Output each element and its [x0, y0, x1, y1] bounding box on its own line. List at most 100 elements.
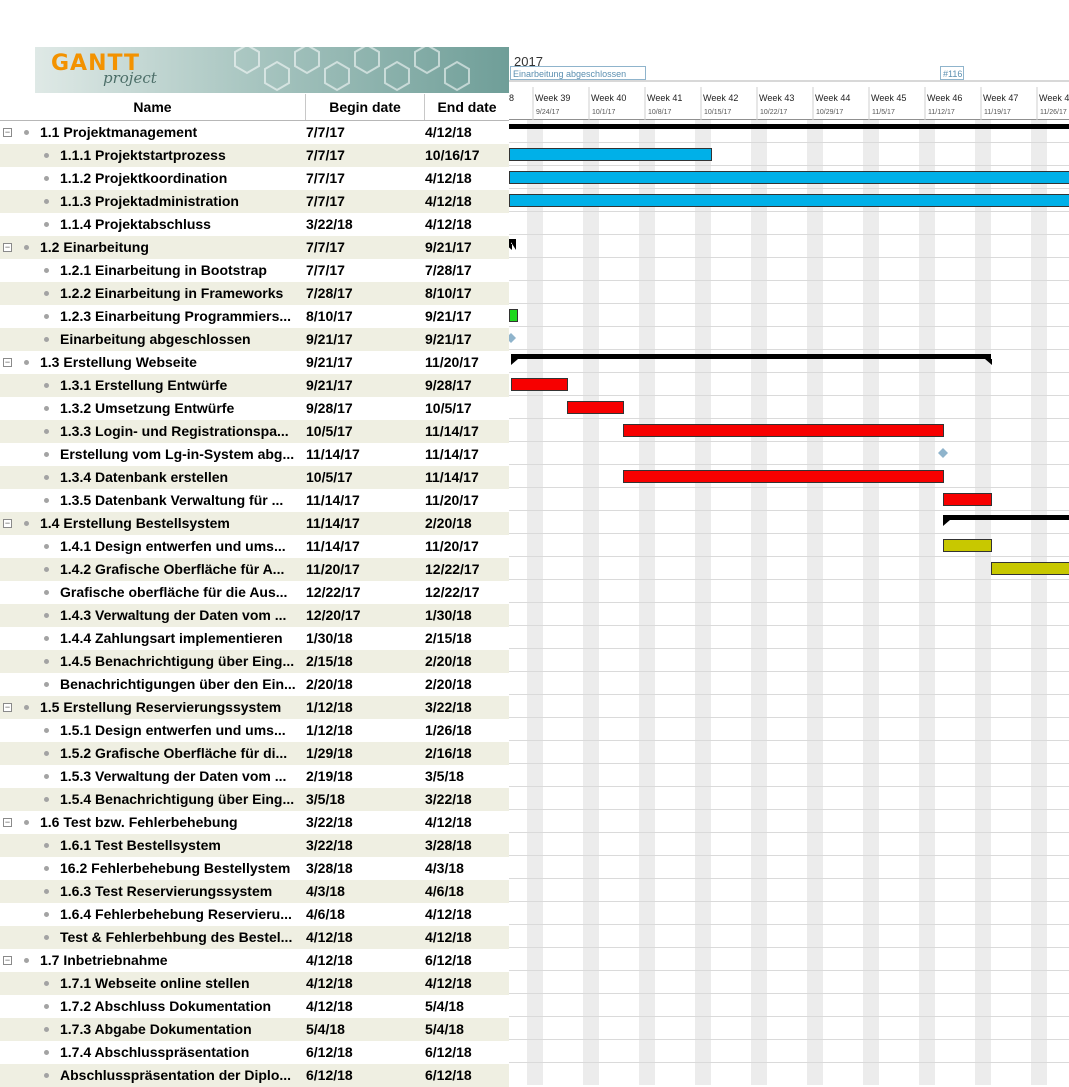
task-name-cell[interactable]: −1.4 Erstellung Bestellsystem: [0, 512, 305, 535]
task-row[interactable]: Erstellung vom Lg-in-System abg...11/14/…: [0, 443, 509, 466]
task-end-date[interactable]: 9/21/17: [425, 305, 509, 328]
task-name-cell[interactable]: 1.7.3 Abgabe Dokumentation: [0, 1018, 305, 1041]
task-end-date[interactable]: 2/20/18: [425, 512, 509, 535]
task-end-date[interactable]: 4/3/18: [425, 857, 509, 880]
task-end-date[interactable]: 4/12/18: [425, 926, 509, 949]
task-row[interactable]: Test & Fehlerbehbung des Bestel...4/12/1…: [0, 926, 509, 949]
collapse-toggle-icon[interactable]: −: [3, 128, 12, 137]
task-name-cell[interactable]: −1.7 Inbetriebnahme: [0, 949, 305, 972]
task-begin-date[interactable]: 12/22/17: [306, 581, 424, 604]
task-name-cell[interactable]: 1.4.3 Verwaltung der Daten vom ...: [0, 604, 305, 627]
task-end-date[interactable]: 8/10/17: [425, 282, 509, 305]
task-begin-date[interactable]: 6/12/18: [306, 1041, 424, 1064]
task-begin-date[interactable]: 9/21/17: [306, 374, 424, 397]
task-end-date[interactable]: 4/12/18: [425, 972, 509, 995]
task-begin-date[interactable]: 8/10/17: [306, 305, 424, 328]
task-begin-date[interactable]: 11/14/17: [306, 512, 424, 535]
task-end-date[interactable]: 3/28/18: [425, 834, 509, 857]
task-begin-date[interactable]: 11/14/17: [306, 443, 424, 466]
task-row[interactable]: 1.5.4 Benachrichtigung über Eing...3/5/1…: [0, 788, 509, 811]
column-header-end-date[interactable]: End date: [425, 94, 509, 120]
task-end-date[interactable]: 11/14/17: [425, 420, 509, 443]
task-name-cell[interactable]: 1.1.4 Projektabschluss: [0, 213, 305, 236]
task-row[interactable]: 1.5.2 Grafische Oberfläche für di...1/29…: [0, 742, 509, 765]
task-begin-date[interactable]: 3/22/18: [306, 811, 424, 834]
task-row[interactable]: 1.3.5 Datenbank Verwaltung für ...11/14/…: [0, 489, 509, 512]
task-row[interactable]: Grafische oberfläche für die Aus...12/22…: [0, 581, 509, 604]
task-name-cell[interactable]: 1.3.5 Datenbank Verwaltung für ...: [0, 489, 305, 512]
task-end-date[interactable]: 9/21/17: [425, 328, 509, 351]
task-begin-date[interactable]: 4/6/18: [306, 903, 424, 926]
task-name-cell[interactable]: 1.7.2 Abschluss Dokumentation: [0, 995, 305, 1018]
task-name-cell[interactable]: 1.7.4 Abschlusspräsentation: [0, 1041, 305, 1064]
task-end-date[interactable]: 6/12/18: [425, 1064, 509, 1087]
task-begin-date[interactable]: 4/12/18: [306, 995, 424, 1018]
task-begin-date[interactable]: 5/4/18: [306, 1018, 424, 1041]
task-end-date[interactable]: 12/22/17: [425, 581, 509, 604]
task-name-cell[interactable]: 1.3.4 Datenbank erstellen: [0, 466, 305, 489]
task-end-date[interactable]: 11/14/17: [425, 443, 509, 466]
task-name-cell[interactable]: Abschlusspräsentation der Diplo...: [0, 1064, 305, 1087]
task-end-date[interactable]: 12/22/17: [425, 558, 509, 581]
task-row[interactable]: 1.6.4 Fehlerbehebung Reservieru...4/6/18…: [0, 903, 509, 926]
collapse-toggle-icon[interactable]: −: [3, 956, 12, 965]
task-end-date[interactable]: 4/12/18: [425, 190, 509, 213]
task-name-cell[interactable]: Einarbeitung abgeschlossen: [0, 328, 305, 351]
task-begin-date[interactable]: 4/12/18: [306, 972, 424, 995]
task-end-date[interactable]: 2/15/18: [425, 627, 509, 650]
task-begin-date[interactable]: 3/28/18: [306, 857, 424, 880]
task-end-date[interactable]: 4/12/18: [425, 121, 509, 144]
task-name-cell[interactable]: 1.2.3 Einarbeitung Programmiers...: [0, 305, 305, 328]
task-name-cell[interactable]: 1.5.4 Benachrichtigung über Eing...: [0, 788, 305, 811]
task-row[interactable]: 1.3.3 Login- und Registrationspa...10/5/…: [0, 420, 509, 443]
task-name-cell[interactable]: −1.3 Erstellung Webseite: [0, 351, 305, 374]
task-end-date[interactable]: 10/5/17: [425, 397, 509, 420]
task-name-cell[interactable]: 1.7.1 Webseite online stellen: [0, 972, 305, 995]
task-begin-date[interactable]: 1/29/18: [306, 742, 424, 765]
task-row[interactable]: 1.5.1 Design entwerfen und ums...1/12/18…: [0, 719, 509, 742]
task-name-cell[interactable]: 1.1.2 Projektkoordination: [0, 167, 305, 190]
task-begin-date[interactable]: 11/14/17: [306, 489, 424, 512]
task-begin-date[interactable]: 6/12/18: [306, 1064, 424, 1087]
collapse-toggle-icon[interactable]: −: [3, 818, 12, 827]
task-begin-date[interactable]: 7/7/17: [306, 190, 424, 213]
task-begin-date[interactable]: 3/22/18: [306, 834, 424, 857]
task-name-cell[interactable]: Benachrichtigungen über den Ein...: [0, 673, 305, 696]
task-end-date[interactable]: 6/12/18: [425, 949, 509, 972]
task-name-cell[interactable]: 1.2.1 Einarbeitung in Bootstrap: [0, 259, 305, 282]
task-begin-date[interactable]: 10/5/17: [306, 420, 424, 443]
task-begin-date[interactable]: 7/7/17: [306, 144, 424, 167]
task-begin-date[interactable]: 9/28/17: [306, 397, 424, 420]
task-end-date[interactable]: 1/30/18: [425, 604, 509, 627]
task-begin-date[interactable]: 7/7/17: [306, 236, 424, 259]
collapse-toggle-icon[interactable]: −: [3, 243, 12, 252]
task-end-date[interactable]: 3/22/18: [425, 788, 509, 811]
task-name-cell[interactable]: 1.4.2 Grafische Oberfläche für A...: [0, 558, 305, 581]
task-begin-date[interactable]: 4/3/18: [306, 880, 424, 903]
task-end-date[interactable]: 2/20/18: [425, 650, 509, 673]
task-row[interactable]: Abschlusspräsentation der Diplo...6/12/1…: [0, 1064, 509, 1087]
task-end-date[interactable]: 4/6/18: [425, 880, 509, 903]
task-name-cell[interactable]: −1.5 Erstellung Reservierungssystem: [0, 696, 305, 719]
column-header-begin-date[interactable]: Begin date: [306, 94, 425, 120]
task-begin-date[interactable]: 1/12/18: [306, 696, 424, 719]
task-end-date[interactable]: 11/14/17: [425, 466, 509, 489]
task-begin-date[interactable]: 7/28/17: [306, 282, 424, 305]
task-begin-date[interactable]: 9/21/17: [306, 351, 424, 374]
task-begin-date[interactable]: 1/30/18: [306, 627, 424, 650]
